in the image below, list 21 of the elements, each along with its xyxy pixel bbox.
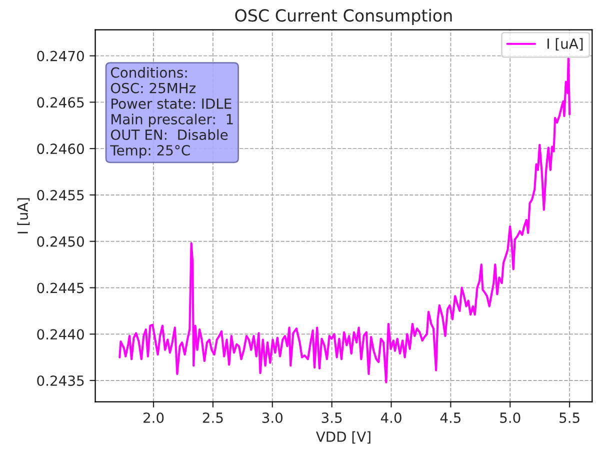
- x-tick-label: 3.0: [262, 412, 283, 423]
- x-tick-label: 4.5: [440, 412, 461, 423]
- y-tick-label: 0.2470: [37, 50, 84, 62]
- chart-title: OSC Current Consumption: [235, 8, 452, 25]
- legend-label: I [uA]: [548, 38, 583, 51]
- y-axis-title: I [uA]: [17, 198, 30, 234]
- y-tick-label: 0.2465: [37, 97, 84, 108]
- x-tick-label: 3.5: [322, 412, 342, 423]
- annotation: Conditions: OSC: 25MHz Power state: IDLE Main prescaler: 1 OUT EN: Disable Temp: 25°C: [110, 67, 233, 158]
- y-tick-label: 0.2440: [37, 329, 84, 340]
- y-tick-label: 0.2460: [37, 144, 84, 154]
- x-tick-label: 4.0: [380, 412, 402, 423]
- y-tick-label: 0.2435: [37, 375, 84, 386]
- y-tick-label: 0.2450: [37, 236, 84, 247]
- y-tick-label: 0.2445: [37, 282, 84, 294]
- x-tick-label: 2.0: [143, 412, 164, 423]
- x-tick-label: 5.0: [500, 412, 520, 423]
- y-tick-label: 0.2455: [37, 190, 84, 200]
- x-tick-label: 5.5: [560, 412, 580, 423]
- x-axis-title: VDD [V]: [316, 431, 370, 444]
- x-tick-label: 2.5: [202, 412, 223, 423]
